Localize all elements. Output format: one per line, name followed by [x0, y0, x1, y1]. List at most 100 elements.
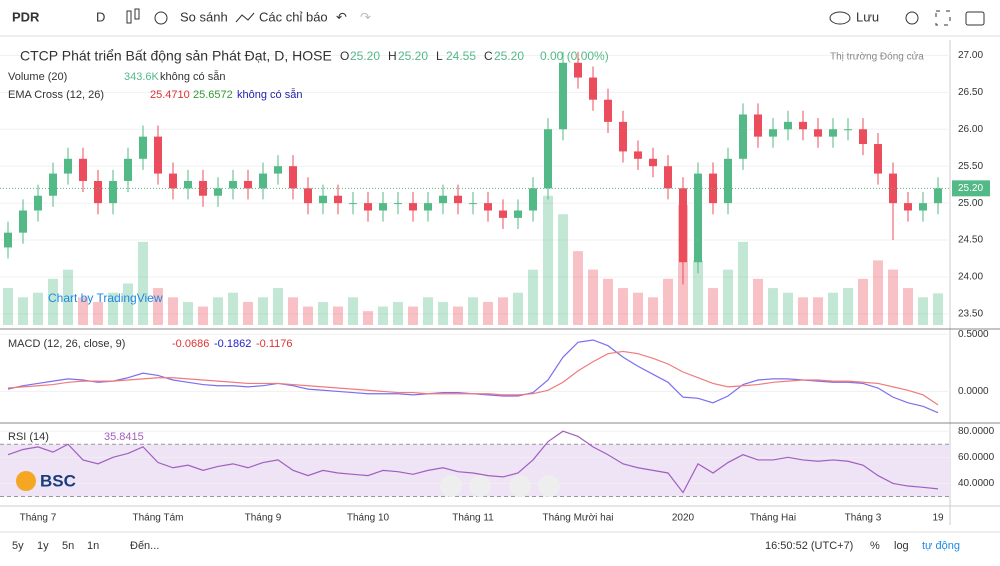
volume-bar	[903, 288, 913, 325]
volume-bar	[888, 269, 898, 325]
log-toggle[interactable]: log	[894, 540, 909, 552]
symbol[interactable]: PDR	[12, 9, 40, 24]
volume-bar	[438, 301, 448, 325]
broker: BSC	[40, 471, 76, 490]
undo[interactable]: ↶	[336, 9, 347, 24]
ema-value: 25.6572	[193, 89, 233, 101]
compare[interactable]: So sánh	[180, 9, 228, 24]
candle-body	[484, 203, 492, 211]
y-tick-label: 26.00	[958, 124, 983, 135]
candle-body	[649, 158, 657, 167]
scroll-right[interactable]	[538, 475, 560, 497]
range-button[interactable]: 1n	[87, 540, 99, 552]
candle-body	[694, 173, 702, 263]
broker-logo	[16, 471, 36, 491]
candle-body	[289, 166, 297, 189]
candle-body	[19, 210, 27, 233]
fullscreen[interactable]	[935, 10, 951, 26]
volume-bar	[33, 292, 43, 325]
y-tick-label: 23.50	[958, 309, 983, 320]
volume-bar	[558, 214, 568, 325]
volume-bar	[198, 306, 208, 325]
clock: 16:50:52 (UTC+7)	[765, 540, 853, 552]
volume-bar	[183, 301, 193, 325]
x-tick-label: Tháng 10	[347, 513, 390, 524]
volume-bar	[363, 311, 373, 325]
candle-body	[334, 195, 342, 204]
candle-body	[799, 121, 807, 130]
y-tick-label: 25.00	[958, 198, 983, 209]
zoom-out[interactable]	[440, 475, 462, 497]
candle-icon[interactable]	[126, 8, 140, 24]
auto-toggle[interactable]: tự động	[922, 540, 960, 552]
candle-body	[874, 144, 882, 174]
volume-bar	[483, 301, 493, 325]
last-price-label: 25.20	[958, 183, 983, 194]
candle-body	[274, 166, 282, 174]
candle-body	[364, 203, 372, 211]
range-button[interactable]: 1y	[37, 540, 49, 552]
redo[interactable]: ↷	[360, 9, 371, 24]
ohlc-key: O	[340, 49, 349, 63]
settings[interactable]	[905, 11, 919, 25]
indicator-line	[7, 350, 939, 406]
candle-body	[754, 114, 762, 137]
volume-bar	[933, 293, 943, 325]
x-tick-label: Tháng Hai	[750, 513, 796, 524]
y-tick-label: 0.5000	[958, 329, 989, 340]
candle-body	[469, 203, 477, 205]
candle-body	[229, 180, 237, 189]
volume-bar	[213, 297, 223, 325]
volume-bar	[408, 306, 418, 325]
indicator-icon[interactable]	[235, 12, 255, 23]
candle-body	[679, 188, 687, 263]
candle-body	[259, 173, 267, 189]
volume-bar	[873, 260, 883, 325]
candle-body	[154, 136, 162, 174]
volume-bar	[783, 292, 793, 325]
save[interactable]: Lưu	[856, 9, 879, 24]
volume-value: 343.6K	[124, 71, 160, 83]
volume-bar	[318, 301, 328, 325]
candle-body	[514, 210, 522, 218]
range-button[interactable]: 5n	[62, 540, 74, 552]
scroll-left[interactable]	[509, 475, 531, 497]
volume-bar	[423, 297, 433, 325]
y-tick-label: 25.50	[958, 161, 983, 172]
zoom-in[interactable]	[469, 475, 491, 497]
snapshot[interactable]	[965, 11, 985, 26]
range-button[interactable]: Đến...	[130, 540, 159, 552]
candle-body	[4, 232, 12, 248]
indicator-line	[7, 430, 939, 494]
interval[interactable]: D	[96, 9, 105, 24]
volume-bar	[813, 297, 823, 325]
candle-body	[169, 173, 177, 189]
ema-value: 25.4710	[150, 89, 190, 101]
ohlc-key: C	[484, 49, 493, 63]
cloud-icon[interactable]	[829, 11, 851, 25]
x-tick-label: Tháng 3	[845, 513, 882, 524]
candle-body	[379, 203, 387, 211]
candle-body	[904, 203, 912, 211]
x-tick-label: Tháng Tám	[133, 513, 184, 524]
volume-bar	[843, 288, 853, 325]
indicators[interactable]: Các chỉ báo	[259, 9, 328, 24]
macd-value: -0.0686	[172, 338, 209, 350]
range-button[interactable]: 5y	[12, 540, 24, 552]
macd-value: -0.1176	[256, 338, 293, 350]
compare-icon[interactable]	[154, 11, 168, 25]
candle-body	[394, 203, 402, 205]
candle-body	[454, 195, 462, 204]
volume-bar	[738, 241, 748, 325]
volume-bar	[828, 292, 838, 325]
candle-body	[844, 129, 852, 131]
percent-toggle[interactable]: %	[870, 540, 880, 552]
volume-bar	[648, 297, 658, 325]
candle-body	[829, 129, 837, 137]
volume-bar	[228, 292, 238, 325]
candle-body	[49, 173, 57, 196]
volume-bar	[138, 241, 148, 325]
x-tick-label: 19	[932, 513, 944, 524]
candle-body	[214, 188, 222, 196]
